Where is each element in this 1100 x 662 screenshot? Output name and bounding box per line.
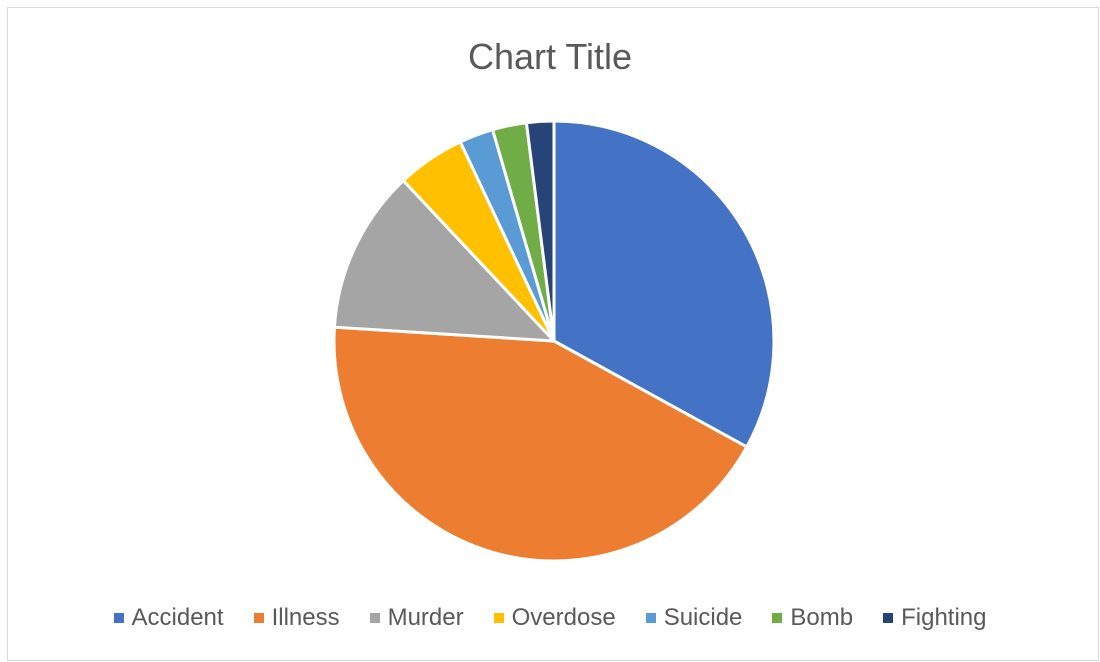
legend-item-suicide: Suicide xyxy=(645,604,743,632)
legend-label-fighting: Fighting xyxy=(901,604,987,631)
legend-swatch-murder xyxy=(369,613,380,623)
chart-title: Chart Title xyxy=(467,36,633,77)
legend: Accident Illness Murder Overdose Suicide… xyxy=(0,604,1100,632)
legend-label-overdose: Overdose xyxy=(511,604,616,631)
legend-swatch-bomb xyxy=(772,613,783,623)
legend-item-bomb: Bomb xyxy=(772,604,853,632)
pie-slice-accident xyxy=(552,119,776,449)
legend-swatch-overdose xyxy=(493,613,504,623)
legend-label-murder: Murder xyxy=(387,604,464,631)
legend-label-accident: Accident xyxy=(131,604,224,631)
legend-swatch-suicide xyxy=(645,613,656,623)
legend-item-murder: Murder xyxy=(369,604,464,632)
legend-swatch-fighting xyxy=(883,613,894,623)
pie-slice-fighting xyxy=(524,119,556,343)
legend-label-bomb: Bomb xyxy=(790,604,854,631)
legend-label-suicide: Suicide xyxy=(663,604,743,631)
legend-item-accident: Accident xyxy=(113,604,224,632)
pie-slice-illness xyxy=(332,325,749,563)
legend-item-fighting: Fighting xyxy=(883,604,987,632)
legend-swatch-illness xyxy=(253,613,264,623)
legend-label-illness: Illness xyxy=(271,604,340,631)
legend-item-illness: Illness xyxy=(253,604,340,632)
legend-swatch-accident xyxy=(113,613,124,623)
pie-slice-murder xyxy=(332,179,556,343)
legend-item-overdose: Overdose xyxy=(493,604,616,632)
